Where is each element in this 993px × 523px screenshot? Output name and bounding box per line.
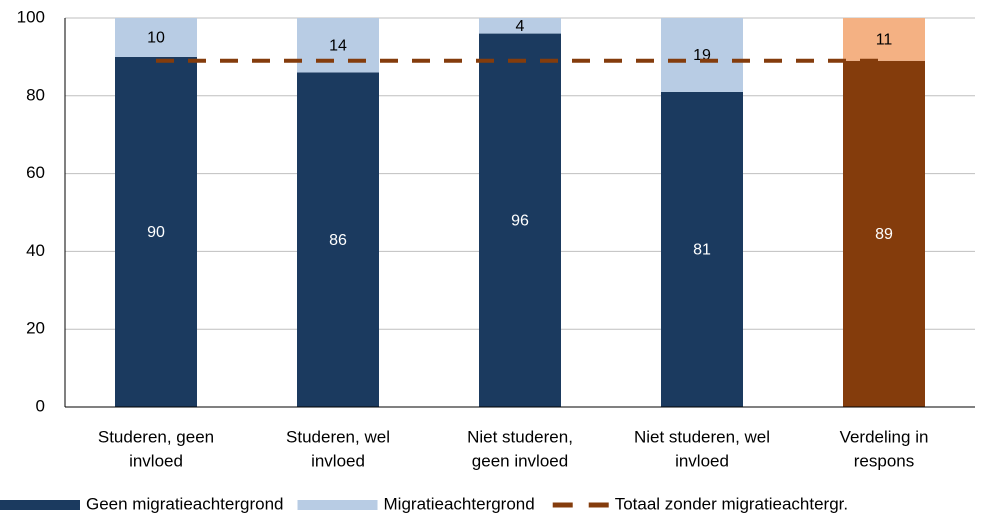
- x-tick-label: invloed: [129, 451, 183, 470]
- x-tick-label: Studeren, wel: [286, 427, 390, 446]
- legend-swatch: [0, 500, 80, 510]
- data-label: 14: [329, 37, 347, 54]
- x-tick-label: Studeren, geen: [98, 427, 214, 446]
- bar-segment: [661, 18, 743, 92]
- y-tick-label: 0: [36, 396, 45, 415]
- legend-label: Totaal zonder migratieachtergr.: [615, 494, 848, 513]
- y-tick-label: 60: [26, 163, 45, 182]
- bar-segment: [297, 18, 379, 73]
- x-tick-label: Verdeling in: [840, 427, 929, 446]
- y-tick-label: 100: [17, 7, 45, 26]
- data-label: 11: [876, 32, 893, 49]
- bar-segment: [479, 18, 561, 34]
- data-label: 4: [516, 18, 525, 35]
- y-tick-label: 80: [26, 85, 45, 104]
- data-label: 96: [511, 212, 529, 229]
- legend-swatch: [297, 500, 378, 510]
- x-tick-label: invloed: [675, 451, 729, 470]
- data-label: 10: [147, 30, 165, 47]
- x-tick-label: Niet studeren, wel: [634, 427, 770, 446]
- bar-segment: [661, 91, 743, 407]
- legend-label: Migratieachtergrond: [384, 494, 535, 513]
- bar-segment: [297, 72, 379, 408]
- data-label: 86: [329, 232, 347, 249]
- bar-segment: [479, 33, 561, 408]
- x-tick-label: geen invloed: [472, 451, 568, 470]
- data-label: 89: [875, 226, 893, 243]
- data-label: 81: [693, 242, 711, 259]
- y-tick-label: 40: [26, 241, 45, 260]
- bar-segment: [115, 18, 197, 57]
- bar-segment: [843, 18, 925, 61]
- bar-segment: [115, 56, 197, 408]
- x-tick-label: invloed: [311, 451, 365, 470]
- bar-segment: [843, 60, 925, 407]
- x-tick-label: Niet studeren,: [467, 427, 573, 446]
- y-tick-label: 20: [26, 319, 45, 338]
- legend-label: Geen migratieachtergrond: [86, 494, 284, 513]
- data-label: 90: [147, 224, 165, 241]
- x-tick-label: respons: [854, 451, 914, 470]
